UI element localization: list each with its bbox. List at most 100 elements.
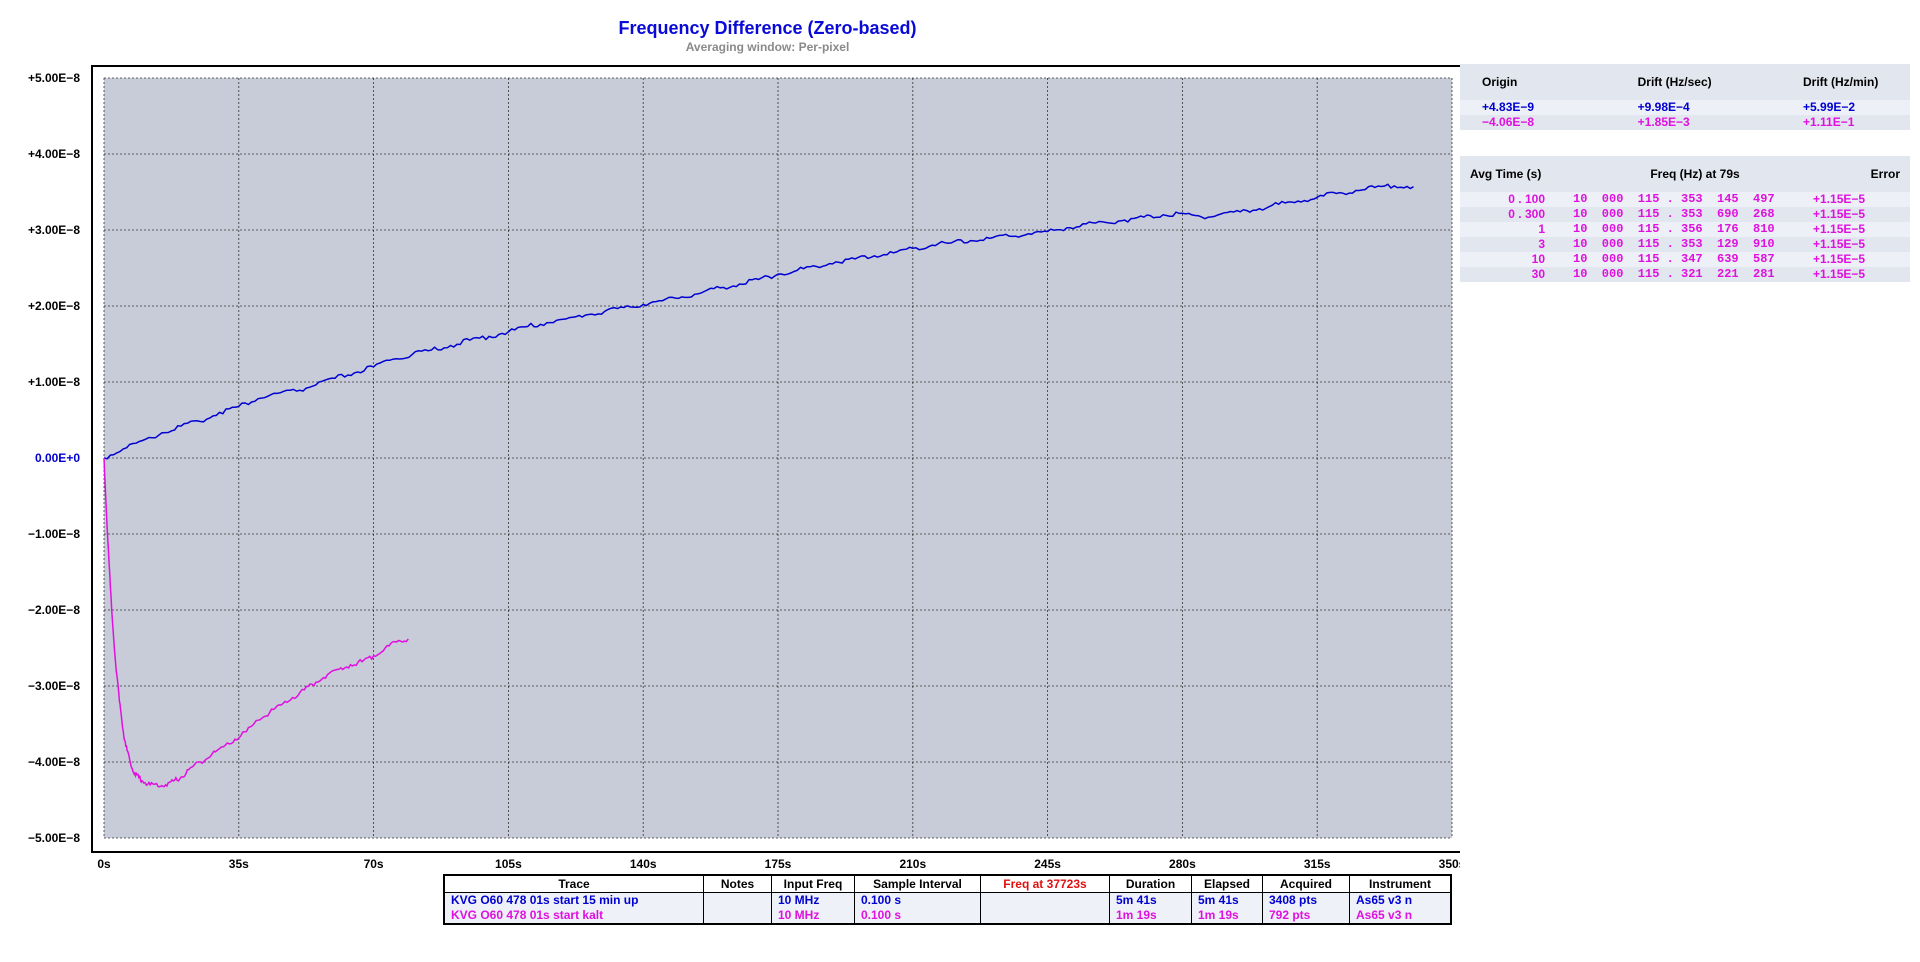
x-tick-label: 280s [1169,857,1196,870]
error-value: +1.15E−5 [1813,207,1866,221]
sample-interval-value: 0.100 s [861,908,902,922]
chart-subtitle: Averaging window: Per-pixel [685,40,850,54]
x-tick-label: 105s [495,857,522,870]
x-tick-label: 210s [899,857,926,870]
col-trace: Trace [443,874,704,893]
duration-value: 1m 19s [1116,908,1157,922]
input-freq-value: 10 MHz [778,893,820,907]
freq-value: 10 000 115 . 353 690 268 [1573,207,1775,221]
cell-sample-interval: 0.100 s 0.100 s [854,892,981,925]
error-header: Error [1870,167,1900,181]
cell-instrument: As65 v3 n As65 v3 n [1349,892,1452,925]
avg-time-value: 3 [1538,237,1545,251]
series-line-warm [103,183,1414,460]
y-tick-label: +4.00E−8 [28,147,80,161]
cell-notes [703,892,772,925]
col-instrument: Instrument [1349,874,1452,893]
drift-sec-value: +9.98E−4 [1637,100,1690,114]
drift-sec-header: Drift (Hz/sec) [1637,75,1712,89]
acquired-value: 3408 pts [1269,893,1318,907]
y-tick-label: 0.00E+0 [35,451,80,465]
avg-time-value: 1 [1538,222,1545,236]
y-tick-label: +1.00E−8 [28,375,80,389]
error-value: +1.15E−5 [1813,192,1866,206]
input-freq-value: 10 MHz [778,908,820,922]
cell-trace[interactable]: KVG O60 478 01s start 15 min up KVG O60 … [443,892,704,925]
freq-value: 10 000 115 . 321 221 281 [1573,267,1775,281]
drift-min-header: Drift (Hz/min) [1803,75,1879,89]
trace-name[interactable]: KVG O60 478 01s start 15 min up [451,893,639,907]
x-tick-label: 315s [1304,857,1331,870]
avg-time-panel: Avg Time (s) Freq (Hz) at 79s Error 0 . … [1460,156,1910,282]
avg-time-value: 0 . 300 [1508,207,1545,221]
x-tick-label: 0s [97,857,111,870]
freq-value: 10 000 115 . 353 145 497 [1573,192,1775,206]
acquired-value: 792 pts [1269,908,1311,922]
trace-name[interactable]: KVG O60 478 01s start kalt [451,908,604,922]
avg-time-row: 3 10 000 115 . 353 129 910 +1.15E−5 [1460,237,1910,252]
freq-value: 10 000 115 . 356 176 810 [1573,222,1775,236]
origin-value: +4.83E−9 [1482,100,1535,114]
cell-input-freq: 10 MHz 10 MHz [771,892,855,925]
avg-time-value: 30 [1531,267,1545,281]
cell-acquired: 3408 pts 792 pts [1262,892,1350,925]
drift-min-value: +1.11E−1 [1803,115,1855,129]
cell-elapsed: 5m 41s 1m 19s [1191,892,1263,925]
drift-sec-value: +1.85E−3 [1637,115,1690,129]
error-value: +1.15E−5 [1813,237,1866,251]
trace-table: Trace Notes Input Freq Sample Interval F… [443,874,1452,925]
cell-freq-at [980,892,1110,925]
col-notes: Notes [703,874,772,893]
origin-header: Origin [1482,75,1518,89]
avg-time-row: 0 . 300 10 000 115 . 353 690 268 +1.15E−5 [1460,207,1910,222]
col-sample-interval: Sample Interval [854,874,981,893]
avg-time-header: Avg Time (s) [1470,167,1542,181]
y-tick-label: −5.00E−8 [28,831,80,845]
chart-title: Frequency Difference (Zero-based) [618,18,917,38]
cell-duration: 5m 41s 1m 19s [1109,892,1192,925]
drift-row: −4.06E−8 +1.85E−3 +1.11E−1 [1460,115,1910,130]
drift-min-value: +5.99E−2 [1803,100,1856,114]
trace-table-body: KVG O60 478 01s start 15 min up KVG O60 … [443,892,1452,925]
x-tick-label: 245s [1034,857,1061,870]
col-acquired: Acquired [1262,874,1350,893]
avg-time-value: 10 [1531,252,1545,266]
avg-panel-header: Avg Time (s) Freq (Hz) at 79s Error [1460,156,1910,192]
freq-value: 10 000 115 . 353 129 910 [1573,237,1775,251]
avg-time-row: 1 10 000 115 . 356 176 810 +1.15E−5 [1460,222,1910,237]
col-freq-at: Freq at 37723s [980,874,1110,893]
drift-panel: Origin Drift (Hz/sec) Drift (Hz/min) +4.… [1460,64,1910,130]
freq-value: 10 000 115 . 347 639 587 [1573,252,1775,266]
x-tick-label: 140s [630,857,657,870]
y-tick-label: −4.00E−8 [28,755,80,769]
drift-panel-header: Origin Drift (Hz/sec) Drift (Hz/min) [1460,64,1910,100]
x-tick-label: 70s [364,857,384,870]
drift-row: +4.83E−9 +9.98E−4 +5.99E−2 [1460,100,1910,115]
instrument-value: As65 v3 n [1356,908,1413,922]
y-tick-label: −3.00E−8 [28,679,80,693]
col-elapsed: Elapsed [1191,874,1263,893]
freq-header: Freq (Hz) at 79s [1650,167,1740,181]
elapsed-value: 1m 19s [1198,908,1239,922]
avg-time-value: 0 . 100 [1508,192,1545,206]
trace-table-header: Trace Notes Input Freq Sample Interval F… [443,874,1452,893]
error-value: +1.15E−5 [1813,252,1866,266]
col-input-freq: Input Freq [771,874,855,893]
x-tick-label: 175s [765,857,792,870]
origin-value: −4.06E−8 [1482,115,1535,129]
instrument-value: As65 v3 n [1356,893,1413,907]
avg-time-row: 10 10 000 115 . 347 639 587 +1.15E−5 [1460,252,1910,267]
error-value: +1.15E−5 [1813,267,1866,281]
col-duration: Duration [1109,874,1192,893]
avg-time-row: 0 . 100 10 000 115 . 353 145 497 +1.15E−5 [1460,192,1910,207]
x-tick-label: 35s [229,857,249,870]
elapsed-value: 5m 41s [1198,893,1239,907]
y-tick-label: +3.00E−8 [28,223,80,237]
avg-time-row: 30 10 000 115 . 321 221 281 +1.15E−5 [1460,267,1910,282]
series-line-cold [103,457,409,788]
y-tick-label: −1.00E−8 [28,527,80,541]
duration-value: 5m 41s [1116,893,1157,907]
x-tick-label: 350s [1439,857,1460,870]
y-tick-label: −2.00E−8 [28,603,80,617]
sample-interval-value: 0.100 s [861,893,902,907]
